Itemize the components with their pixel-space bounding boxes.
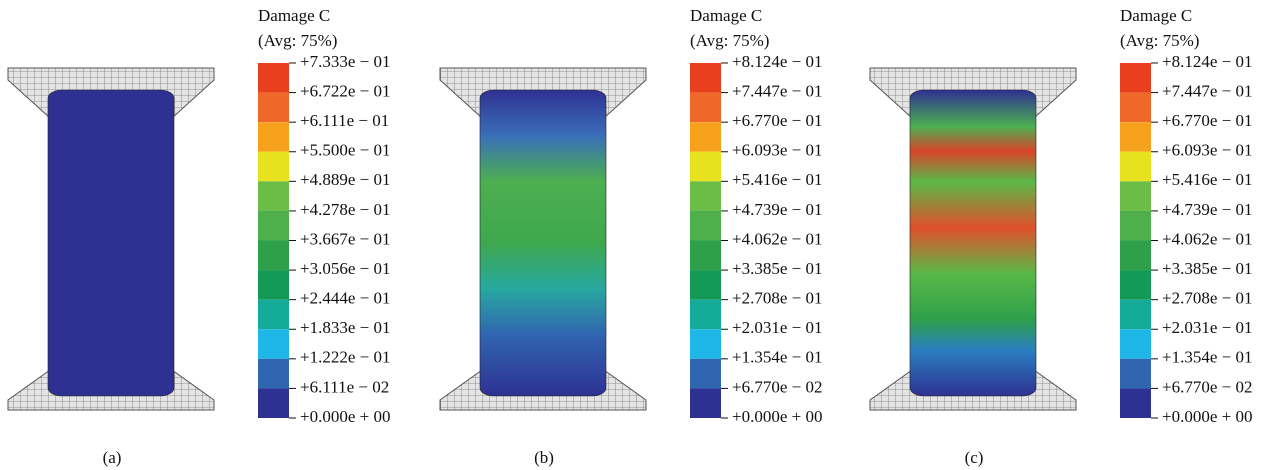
figure: Damage C (Avg: 75%) +7.333e − 01 +6.722e − … [0,0,1278,470]
legend-band [1120,181,1151,211]
legend-label: +7.333e − 01 [300,52,390,71]
legend-band [258,329,289,359]
legend-label: +6.093e − 01 [1162,141,1252,160]
legend-label: +8.124e − 01 [1162,52,1252,71]
legend-label: +5.416e − 01 [732,170,822,189]
legend-label: +1.833e − 01 [300,318,390,337]
legend-band [258,152,289,182]
legend-label: +2.031e − 01 [732,318,822,337]
legend-band [1120,63,1151,93]
legend-band [1120,152,1151,182]
legend-label: +3.385e − 01 [1162,259,1252,278]
legend-label: +5.500e − 01 [300,141,390,160]
legend-band [690,241,721,271]
panel-caption: (c) [965,448,984,467]
legend-label: +1.354e − 01 [732,348,822,367]
legend-label: +1.354e − 01 [1162,348,1252,367]
legend-label: +2.031e − 01 [1162,318,1252,337]
legend-label: +6.722e − 01 [300,81,390,100]
legend-label: +0.000e + 00 [300,407,390,426]
specimen [910,90,1036,396]
legend-label: +4.739e − 01 [732,200,822,219]
legend-label: +6.111e − 01 [300,111,389,130]
legend-band [690,122,721,152]
legend-label: +4.278e − 01 [300,200,390,219]
legend-band [1120,211,1151,241]
legend-label: +4.889e − 01 [300,170,390,189]
legend-subtitle: (Avg: 75%) [690,31,769,50]
panel-caption: (a) [103,448,122,467]
legend-band [1120,270,1151,300]
legend-band [1120,300,1151,330]
legend-band [690,63,721,93]
specimen [480,90,606,396]
panel-caption: (b) [534,448,554,467]
legend-band [690,388,721,418]
legend-band [1120,241,1151,271]
legend-label: +6.770e − 01 [732,111,822,130]
legend-band [1120,122,1151,152]
legend-label: +4.062e − 01 [1162,229,1252,248]
legend-label: +3.056e − 01 [300,259,390,278]
legend-label: +6.770e − 01 [1162,111,1252,130]
legend-label: +6.093e − 01 [732,141,822,160]
legend-label: +2.444e − 01 [300,289,390,308]
legend-label: +7.447e − 01 [1162,81,1252,100]
legend-label: +6.770e − 02 [732,377,822,396]
legend-subtitle: (Avg: 75%) [1120,31,1199,50]
legend-label: +5.416e − 01 [1162,170,1252,189]
legend-band [258,241,289,271]
legend-label: +1.222e − 01 [300,348,390,367]
legend-label: +4.062e − 01 [732,229,822,248]
legend-band [690,181,721,211]
specimen [48,90,174,396]
legend-band [258,388,289,418]
legend-band [690,300,721,330]
legend-band [690,270,721,300]
legend-label: +6.770e − 02 [1162,377,1252,396]
legend-band [258,122,289,152]
legend-band [258,270,289,300]
legend-band [690,211,721,241]
legend-label: +8.124e − 01 [732,52,822,71]
legend-label: +2.708e − 01 [1162,289,1252,308]
legend-label: +3.667e − 01 [300,229,390,248]
legend-title: Damage C [258,6,330,25]
legend-band [690,329,721,359]
legend-band [258,359,289,389]
legend-band [1120,388,1151,418]
legend-band [258,181,289,211]
legend-band [258,211,289,241]
legend-band [258,63,289,93]
legend-band [258,300,289,330]
legend-label: +0.000e + 00 [1162,407,1252,426]
legend-label: +7.447e − 01 [732,81,822,100]
legend-subtitle: (Avg: 75%) [258,31,337,50]
legend-label: +4.739e − 01 [1162,200,1252,219]
legend-title: Damage C [1120,6,1192,25]
legend-label: +2.708e − 01 [732,289,822,308]
legend-title: Damage C [690,6,762,25]
legend-band [258,93,289,123]
legend-band [1120,359,1151,389]
legend-label: +3.385e − 01 [732,259,822,278]
legend-band [1120,329,1151,359]
legend-label: +0.000e + 00 [732,407,822,426]
legend-band [690,93,721,123]
legend-band [690,359,721,389]
legend-label: +6.111e − 02 [300,377,389,396]
legend-band [690,152,721,182]
legend-band [1120,93,1151,123]
